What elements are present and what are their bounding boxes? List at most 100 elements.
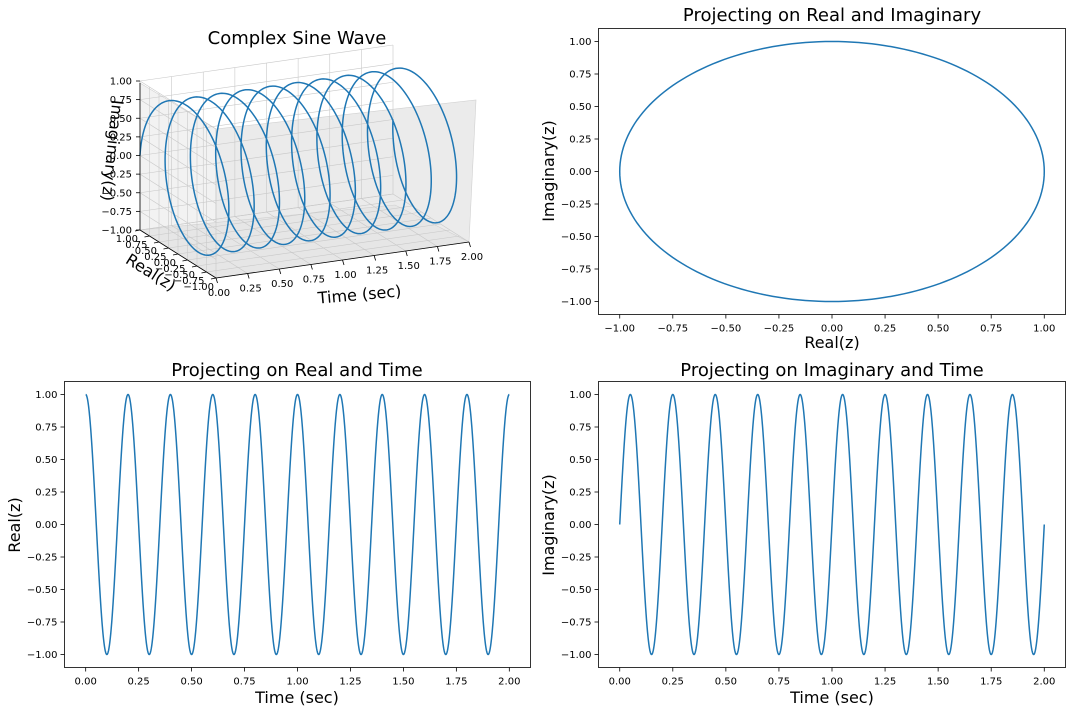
chart-3d-gridline bbox=[139, 192, 217, 242]
chart-real-imag-xtick-label: 0.25 bbox=[874, 324, 896, 335]
chart-real-time-ytick-label: −1.00 bbox=[27, 650, 58, 661]
chart-3d-gridline bbox=[139, 100, 394, 138]
chart-real-imag: Projecting on Real and Imaginary −1.00 −0… bbox=[539, 5, 1066, 352]
chart-imag-time-ytick-label: −0.50 bbox=[561, 585, 592, 596]
chart-imag-time-ytick-label: −0.75 bbox=[561, 618, 592, 629]
chart-real-time-ytick-label: 1.00 bbox=[35, 390, 57, 401]
chart-imag-time-xlabel: Time (sec) bbox=[789, 688, 874, 707]
chart-real-time-ytick-label: 0.50 bbox=[35, 455, 57, 466]
chart-3d-zlabel: Imaginary(z) bbox=[98, 99, 128, 202]
chart-imag-time-xtick-label: 0.00 bbox=[609, 677, 631, 688]
chart-imag-time-ytick-label: −1.00 bbox=[561, 650, 592, 661]
chart-3d: Complex Sine Wave 0.00 0.25 0.50 0.75 1.00 1.… bbox=[98, 28, 483, 308]
chart-3d-xtick-label: 1.25 bbox=[366, 266, 388, 277]
chart-3d-ztick-label: −0.75 bbox=[101, 207, 132, 218]
chart-real-imag-xtick-label: −0.50 bbox=[711, 324, 742, 335]
chart-real-imag-xtick-label: −0.25 bbox=[764, 324, 795, 335]
chart-real-time-xtick-label: 0.25 bbox=[128, 677, 150, 688]
chart-3d-ytick-label: −0.25 bbox=[155, 264, 186, 275]
chart-3d-ztick-label: 0.00 bbox=[110, 151, 132, 162]
chart-3d-xtick-label: 1.50 bbox=[398, 261, 420, 272]
chart-real-time-xtick-label: 1.00 bbox=[286, 677, 308, 688]
chart-real-imag-ytick-label: 0.75 bbox=[569, 70, 591, 81]
chart-3d-ztick-label: −0.50 bbox=[101, 188, 132, 199]
chart-3d-gridline bbox=[196, 229, 451, 267]
chart-real-time: Projecting on Real and Time 0.00 0.25 0.50… bbox=[5, 360, 531, 707]
chart-3d-gridline bbox=[139, 211, 217, 260]
chart-real-imag-ytick-label: −1.00 bbox=[561, 297, 592, 308]
chart-3d-gridline bbox=[158, 205, 413, 243]
chart-real-time-xtick-label: 0.50 bbox=[180, 677, 202, 688]
chart-3d-xtick-mark bbox=[373, 255, 377, 261]
chart-3d-gridline bbox=[139, 136, 217, 186]
chart-3d-ztick-label: −0.25 bbox=[101, 170, 132, 181]
chart-3d-ytick-label: 0.50 bbox=[135, 246, 157, 257]
chart-3d-ytick-mark bbox=[153, 241, 160, 244]
chart-imag-time-xtick-label: 1.75 bbox=[980, 677, 1002, 688]
chart-real-imag-ticks: −1.00 −0.75 −0.50 −0.25 0.00 0.25 0.50 0.75 1.00… bbox=[561, 37, 1056, 335]
chart-real-time-xtick-label: 0.75 bbox=[233, 677, 255, 688]
chart-3d-xtick-mark bbox=[405, 250, 408, 257]
chart-3d-ytick-mark bbox=[191, 265, 198, 268]
chart-imag-time-ylabel: Imaginary(z) bbox=[539, 474, 558, 576]
chart-3d-xtick-label: 1.00 bbox=[334, 270, 356, 281]
chart-3d-xtick-mark bbox=[310, 264, 313, 270]
chart-real-time-xtick-label: 1.25 bbox=[339, 677, 361, 688]
chart-3d-ytick-mark bbox=[210, 277, 217, 280]
chart-3d-gridline bbox=[187, 223, 441, 261]
chart-3d-ytick-mark bbox=[182, 259, 188, 262]
chart-real-time-ytick-label: −0.50 bbox=[27, 585, 58, 596]
chart-real-time-xtick-label: 2.00 bbox=[498, 677, 520, 688]
chart-real-imag-xtick-label: −1.00 bbox=[604, 324, 635, 335]
chart-3d-gridline bbox=[139, 175, 394, 212]
chart-3d-gridline bbox=[139, 155, 217, 204]
chart-imag-time-xtick-label: 0.75 bbox=[768, 677, 790, 688]
chart-real-time-xtick-label: 1.75 bbox=[445, 677, 467, 688]
chart-3d-ztick-label: 1.00 bbox=[110, 77, 132, 88]
chart-real-time-ytick-label: −0.75 bbox=[27, 618, 58, 629]
chart-3d-gridline bbox=[168, 211, 422, 249]
chart-imag-time-ytick-label: 0.75 bbox=[569, 423, 591, 434]
chart-3d-ztick-label: 0.25 bbox=[110, 132, 132, 143]
chart-imag-time-title: Projecting on Imaginary and Time bbox=[680, 360, 983, 381]
chart-real-time-ylabel: Real(z) bbox=[5, 497, 24, 552]
chart-real-time-ytick-label: 0.75 bbox=[35, 423, 57, 434]
chart-real-imag-xtick-label: 0.50 bbox=[927, 324, 949, 335]
chart-real-imag-ytick-label: 0.25 bbox=[569, 135, 591, 146]
chart-real-imag-ytick-label: −0.50 bbox=[561, 232, 592, 243]
chart-3d-xtick-label: 1.75 bbox=[429, 257, 451, 268]
chart-real-imag-ytick-label: −0.75 bbox=[561, 265, 592, 276]
chart-real-imag-title: Projecting on Real and Imaginary bbox=[683, 5, 982, 26]
chart-3d-xtick-mark bbox=[436, 246, 440, 252]
chart-3d-ytick-label: 1.00 bbox=[116, 234, 138, 245]
chart-3d-ytick-label: 0.00 bbox=[154, 258, 176, 269]
chart-imag-time-xtick-label: 0.25 bbox=[662, 677, 684, 688]
chart-3d-gridline bbox=[139, 173, 217, 223]
chart-3d-gridline bbox=[139, 99, 217, 148]
chart-real-imag-ytick-label: 0.50 bbox=[569, 102, 591, 113]
chart-3d-xtick-mark bbox=[342, 259, 345, 266]
chart-3d-ytick-mark bbox=[201, 271, 207, 274]
chart-3d-gridline bbox=[139, 63, 394, 100]
chart-3d-helix-line bbox=[139, 67, 458, 257]
chart-imag-time-ytick-label: −0.25 bbox=[561, 553, 592, 564]
chart-imag-time-ticks: 0.00 0.25 0.50 0.75 1.00 1.25 1.50 1.75 2.00 1.00… bbox=[561, 390, 1056, 688]
chart-3d-ztick-label: 0.50 bbox=[110, 114, 132, 125]
chart-real-time-line bbox=[85, 393, 510, 656]
chart-3d-ytick-mark bbox=[144, 235, 150, 238]
chart-3d-xtick-mark bbox=[278, 268, 282, 275]
chart-real-imag-ytick-label: 0.00 bbox=[569, 167, 591, 178]
chart-3d-ytick-mark bbox=[163, 247, 169, 250]
chart-real-time-ytick-label: 0.00 bbox=[35, 520, 57, 531]
chart-3d-xtick-label: 0.00 bbox=[208, 288, 230, 299]
chart-imag-time-xtick-label: 1.50 bbox=[927, 677, 949, 688]
chart-real-time-ytick-label: −0.25 bbox=[27, 553, 58, 564]
chart-real-imag-xlabel: Real(z) bbox=[804, 333, 859, 352]
chart-3d-ztick-label: 0.75 bbox=[110, 95, 132, 106]
chart-imag-time-ytick-label: 0.00 bbox=[569, 520, 591, 531]
chart-imag-time-ytick-label: 1.00 bbox=[569, 390, 591, 401]
chart-real-time-frame bbox=[64, 381, 531, 668]
chart-3d-gridline bbox=[149, 199, 403, 237]
chart-3d-ytick-label: 0.25 bbox=[144, 252, 166, 263]
